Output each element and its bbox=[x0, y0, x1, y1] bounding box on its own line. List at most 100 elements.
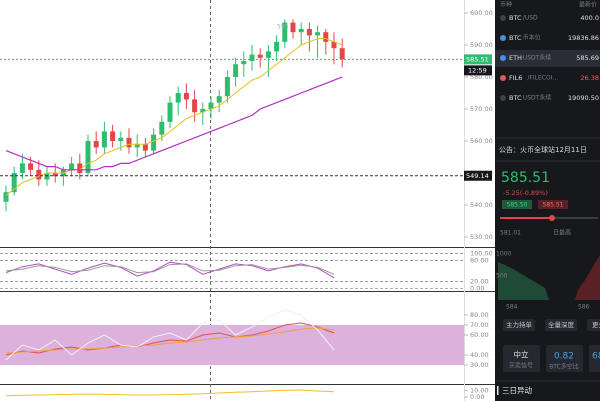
y-tick-label: 0.00 bbox=[470, 284, 484, 292]
button-label[interactable]: 更多 bbox=[592, 320, 600, 329]
coin-icon bbox=[500, 75, 506, 81]
depth-label: 1000 bbox=[496, 251, 511, 258]
candle-body bbox=[126, 137, 132, 148]
depth-label: 586 bbox=[578, 304, 590, 311]
depth-label: 584 bbox=[506, 304, 518, 311]
stat-card bbox=[503, 345, 540, 372]
candle-body bbox=[241, 61, 247, 65]
button[interactable] bbox=[587, 319, 600, 331]
button-label[interactable]: 全量深度 bbox=[548, 320, 575, 329]
symbol[interactable]: BTC bbox=[509, 94, 522, 102]
indicator-line bbox=[5, 327, 335, 354]
stat-third: 68 bbox=[592, 352, 600, 362]
time-label: 12:59 bbox=[468, 66, 487, 74]
suffix[interactable]: /FILECOI... bbox=[527, 75, 558, 82]
y-tick-label: 10.00 bbox=[470, 386, 489, 394]
high-annotation: 595 bbox=[277, 24, 289, 31]
symbol[interactable]: FIL6 bbox=[509, 74, 522, 82]
candle-body bbox=[192, 99, 198, 113]
suffix[interactable]: USDT永续 bbox=[523, 54, 552, 62]
indicator-line bbox=[5, 309, 335, 361]
signal-label: 买卖信号 bbox=[509, 362, 533, 370]
suffix[interactable]: USDT永续 bbox=[523, 94, 552, 102]
candle-body bbox=[93, 141, 99, 148]
candle-body bbox=[274, 41, 280, 52]
indicator-line bbox=[5, 322, 335, 356]
footer-title: 三日异动 bbox=[502, 385, 532, 395]
candle-body bbox=[315, 32, 321, 36]
symbol[interactable]: BTC bbox=[509, 34, 522, 42]
candle-body bbox=[142, 144, 148, 151]
bid-tag bbox=[502, 200, 532, 209]
y-tick-label: 530.00 bbox=[470, 233, 493, 241]
y-tick-label: 80.00 bbox=[470, 256, 489, 264]
y-tick-label: 570.00 bbox=[470, 105, 493, 113]
candle-body bbox=[339, 48, 345, 60]
candle-body bbox=[167, 102, 173, 122]
y-tick-label: 60.00 bbox=[470, 331, 489, 339]
depth-label: 500 bbox=[496, 273, 508, 280]
candle-body bbox=[216, 96, 222, 103]
candle-body bbox=[101, 131, 107, 148]
candle-body bbox=[298, 29, 304, 33]
bid-price: 585.50 bbox=[507, 202, 528, 209]
price[interactable]: 585.69 bbox=[576, 54, 599, 62]
ratio: 0.82 bbox=[554, 352, 574, 362]
day-low: 581.01 bbox=[500, 230, 521, 237]
symbol[interactable]: ETH bbox=[509, 54, 522, 62]
y-tick-label: 100.00 bbox=[470, 249, 493, 257]
price[interactable]: 19836.86 bbox=[568, 34, 599, 42]
candle-body bbox=[52, 173, 58, 177]
y-tick-label: 20.00 bbox=[470, 277, 489, 285]
candle-body bbox=[118, 137, 124, 141]
ask-tag bbox=[538, 200, 568, 209]
depth-bids bbox=[498, 262, 549, 300]
marker-tag bbox=[464, 170, 492, 181]
price[interactable]: 400.0 bbox=[580, 14, 599, 22]
band bbox=[0, 325, 464, 365]
y-tick-label: 80.00 bbox=[470, 311, 489, 319]
stat-card bbox=[589, 345, 600, 372]
symbol[interactable]: BTC bbox=[509, 14, 522, 22]
price[interactable]: 26.38 bbox=[580, 74, 599, 82]
y-tick-label: 580.00 bbox=[470, 73, 493, 81]
suffix[interactable]: /USD bbox=[523, 15, 538, 22]
stat-card bbox=[546, 345, 583, 372]
candle-body bbox=[28, 163, 34, 170]
indicator-line bbox=[5, 38, 343, 196]
candle-body bbox=[183, 93, 189, 100]
y-tick-label: 590.00 bbox=[470, 41, 493, 49]
candle-body bbox=[331, 41, 337, 49]
coin-icon bbox=[500, 35, 506, 41]
last-price-tag bbox=[464, 54, 492, 65]
signal: 中立 bbox=[514, 349, 529, 359]
button-label[interactable]: 主力持单 bbox=[506, 320, 533, 329]
depth-asks bbox=[575, 255, 600, 300]
ratio-label: BTC多空比 bbox=[549, 363, 579, 371]
candle-body bbox=[175, 93, 181, 103]
candle-body bbox=[3, 192, 9, 202]
chart-layer: 600.00590.00580.00570.00560.00550.00540.… bbox=[0, 9, 493, 401]
y-tick-label: 0.00 bbox=[470, 393, 484, 401]
candle-body bbox=[200, 109, 206, 113]
candle-body bbox=[290, 22, 296, 33]
price[interactable]: 19090.50 bbox=[568, 94, 599, 102]
button[interactable] bbox=[503, 319, 535, 331]
candle-body bbox=[19, 163, 25, 173]
list-header: 币种 bbox=[500, 1, 512, 9]
y-tick-label: 540.00 bbox=[470, 201, 493, 209]
candle-body bbox=[77, 163, 83, 173]
indicator-line bbox=[5, 263, 335, 275]
candle-body bbox=[224, 77, 230, 97]
button[interactable] bbox=[545, 319, 577, 331]
announcement[interactable]: 公告：火币全球站12月11日 bbox=[499, 145, 587, 154]
ask-price: 585.51 bbox=[543, 202, 564, 209]
candle-body bbox=[306, 29, 312, 36]
y-tick-label: 30.00 bbox=[470, 361, 489, 369]
row-highlight bbox=[495, 50, 600, 67]
y-tick-label: 560.00 bbox=[470, 137, 493, 145]
time-tag bbox=[464, 65, 492, 76]
suffix[interactable]: 币本位 bbox=[523, 34, 541, 42]
